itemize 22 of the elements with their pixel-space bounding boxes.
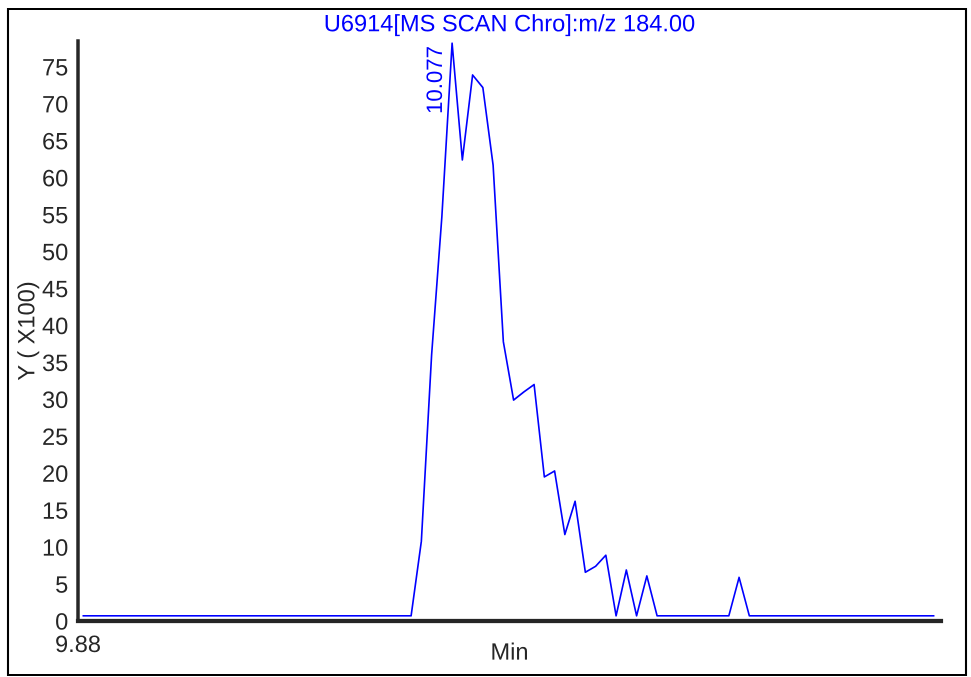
y-tick-label: 40: [42, 318, 68, 334]
text: 9.88: [56, 636, 100, 652]
y-tick-label: 35: [42, 354, 68, 372]
y-tick-label: 15: [44, 502, 68, 519]
line-series: [82, 42, 935, 617]
y-tick-label: 75: [43, 59, 68, 76]
y-tick-label: 70: [43, 96, 68, 113]
y-axis-title: Y ( X100): [17, 282, 40, 380]
y-tick-label: 5: [56, 576, 68, 593]
y-tick-label: 25: [43, 428, 68, 446]
y-tick-label: 50: [42, 244, 68, 260]
y-tick-label: 30: [42, 391, 68, 408]
y-tick-label: 55: [42, 206, 68, 224]
annotation: 10.077: [426, 47, 442, 112]
y-tick-label: 60: [43, 170, 68, 186]
y-tick-label: 0: [56, 613, 68, 630]
y-tick-label: 20: [43, 465, 68, 482]
x-axis-title: Min: [492, 642, 527, 660]
y-tick-label: 10: [44, 539, 68, 556]
chart-title: U6914[MS SCAN Chro]:m/z 184.00: [326, 14, 694, 36]
y-tick-label: 45: [42, 280, 68, 298]
y-tick-label: 65: [43, 132, 68, 150]
